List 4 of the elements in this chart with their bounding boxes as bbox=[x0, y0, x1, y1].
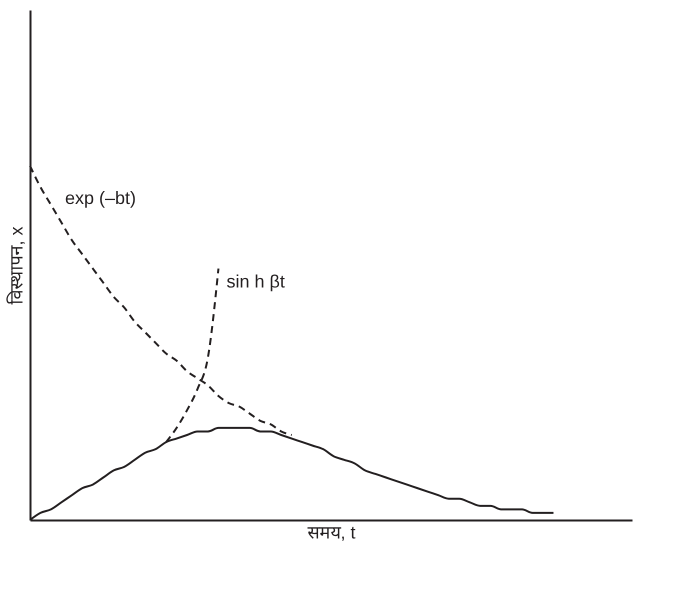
y-axis-title: विस्थापन, x bbox=[6, 226, 26, 305]
series-label: sin h βt bbox=[226, 272, 285, 292]
x-axis-title: समय, t bbox=[307, 522, 356, 542]
series-label: exp (–bt) bbox=[64, 188, 136, 208]
